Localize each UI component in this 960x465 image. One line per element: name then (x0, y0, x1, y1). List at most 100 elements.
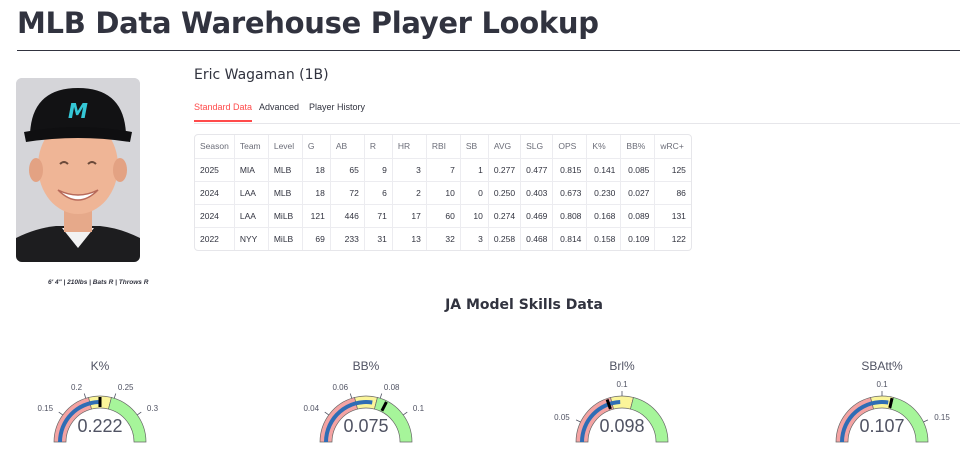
column-header[interactable]: SB (460, 135, 489, 159)
gauge-dial: 0.04 0.06 0.08 0.1 (303, 383, 425, 443)
column-header[interactable]: BB% (620, 135, 656, 159)
gauge-tick-label: 0.05 (554, 413, 570, 422)
table-cell: 13 (392, 227, 427, 250)
table-cell: 0.141 (586, 158, 622, 182)
table-cell: 121 (302, 204, 331, 228)
table-cell: 2 (392, 181, 427, 205)
gauge-threshold-marker (380, 401, 388, 412)
gauge-label: K% (90, 359, 110, 373)
table-cell: 10 (460, 204, 489, 228)
tab-advanced[interactable]: Advanced (259, 102, 300, 112)
table-cell: 18 (302, 158, 331, 182)
title-divider (17, 50, 960, 51)
tab-standard-data[interactable]: Standard Data (194, 102, 253, 122)
stats-table: Season Team Level G AB R HR RBI SB AVG SLG OPS K% BB%… (194, 134, 692, 251)
table-cell: 0.089 (620, 204, 656, 228)
column-header[interactable]: G (302, 135, 331, 159)
column-header[interactable]: AB (330, 135, 365, 159)
table-cell: 32 (426, 227, 461, 250)
gauge-tick (575, 419, 581, 423)
column-header[interactable]: HR (392, 135, 427, 159)
table-cell: 0.469 (520, 204, 554, 228)
gauge-value: 0.222 (77, 416, 123, 436)
gauge-sbatt-pct: SBAtt% 0.1 0.15 0.107 (812, 350, 952, 465)
gauge-band (630, 397, 669, 443)
table-cell: MLB (268, 158, 303, 182)
table-cell: 0.274 (488, 204, 522, 228)
table-cell: 0.230 (586, 181, 622, 205)
table-cell: 9 (364, 158, 393, 182)
column-header[interactable]: AVG (488, 135, 522, 159)
table-cell: 0 (460, 181, 489, 205)
table-cell: 0.815 (552, 158, 588, 182)
tab-bar: Standard Data Advanced Player History (194, 100, 960, 124)
column-header[interactable]: R (364, 135, 393, 159)
skills-section-title: JA Model Skills Data (445, 297, 603, 313)
table-cell: 0.168 (586, 204, 622, 228)
table-cell: 2024 (195, 181, 235, 205)
gauge-tick (324, 411, 330, 416)
gauge-tick (83, 393, 87, 399)
table-cell: 0.158 (586, 227, 622, 250)
column-header[interactable]: OPS (552, 135, 588, 159)
column-header[interactable]: wRC+ (654, 135, 691, 159)
gauge-tick (136, 411, 142, 416)
gauge-tick (379, 393, 383, 399)
gauge-value: 0.075 (343, 416, 389, 436)
table-cell: 10 (426, 181, 461, 205)
gauge-tick-label: 0.08 (384, 383, 400, 392)
column-header[interactable]: RBI (426, 135, 461, 159)
table-body: 2025 MIA MLB 18 65 9 3 7 1 0.277 0.477 0.815 0.141 0.… (195, 158, 691, 250)
player-photo: M (16, 78, 140, 262)
gauge-tick-label: 0.3 (147, 404, 159, 413)
table-cell: LAA (234, 204, 269, 228)
table-cell: 0.027 (620, 181, 656, 205)
table-cell: 125 (654, 158, 691, 182)
column-header[interactable]: K% (586, 135, 622, 159)
table-cell: LAA (234, 181, 269, 205)
table-cell: 0.258 (488, 227, 522, 250)
gauge-tick-label: 0.04 (303, 404, 319, 413)
table-row: 2025 MIA MLB 18 65 9 3 7 1 0.277 0.477 0.815 0.141 0.… (195, 158, 691, 182)
gauge-tick-label: 0.1 (413, 404, 425, 413)
gauge-dial: 0.05 0.1 (554, 380, 669, 443)
table-cell: 0.468 (520, 227, 554, 250)
table-row: 2024 LAA MiLB 121 446 71 17 60 10 0.274 0.469 0.808… (195, 204, 691, 228)
table-cell: 131 (654, 204, 691, 228)
table-cell: 0.808 (552, 204, 588, 228)
gauge-bb-pct: BB% 0.04 0.06 0.08 0.1 0.075 (296, 350, 436, 465)
table-cell: 7 (426, 158, 461, 182)
gauge-tick-label: 0.1 (616, 380, 628, 389)
table-cell: 446 (330, 204, 365, 228)
column-header[interactable]: SLG (520, 135, 554, 159)
column-header[interactable]: Level (268, 135, 303, 159)
table-cell: 2025 (195, 158, 235, 182)
gauge-tick (349, 393, 353, 399)
tab-player-history[interactable]: Player History (309, 102, 366, 112)
column-header[interactable]: Team (234, 135, 269, 159)
gauge-label: SBAtt% (861, 359, 903, 373)
gauge-tick (113, 393, 117, 399)
gauge-band (108, 397, 147, 443)
table-row: 2024 LAA MLB 18 72 6 2 10 0 0.250 0.403 0.673 0.230 0… (195, 181, 691, 205)
table-cell: 122 (671, 233, 686, 244)
table-cell: MLB (268, 181, 303, 205)
table-cell: 69 (302, 227, 331, 250)
table-cell: 233 (330, 227, 365, 250)
table-cell: 17 (392, 204, 427, 228)
table-cell: 0.673 (552, 181, 588, 205)
table-cell: 86 (654, 181, 691, 205)
column-header[interactable]: Season (195, 135, 235, 159)
gauge-tick (402, 411, 408, 416)
gauge-dial: 0.15 0.2 0.25 0.3 (37, 383, 159, 443)
table-cell: 18 (302, 181, 331, 205)
page-title: MLB Data Warehouse Player Lookup (17, 6, 599, 40)
gauge-band (890, 397, 929, 443)
table-cell: MIA (234, 158, 269, 182)
gauge-label: Brl% (609, 359, 635, 373)
gauge-label: BB% (352, 359, 380, 373)
gauge-tick-label: 0.25 (118, 383, 134, 392)
gauge-tick-label: 0.2 (71, 383, 83, 392)
gauge-tick-label: 0.15 (934, 413, 950, 422)
gauge-threshold-marker (605, 399, 612, 410)
